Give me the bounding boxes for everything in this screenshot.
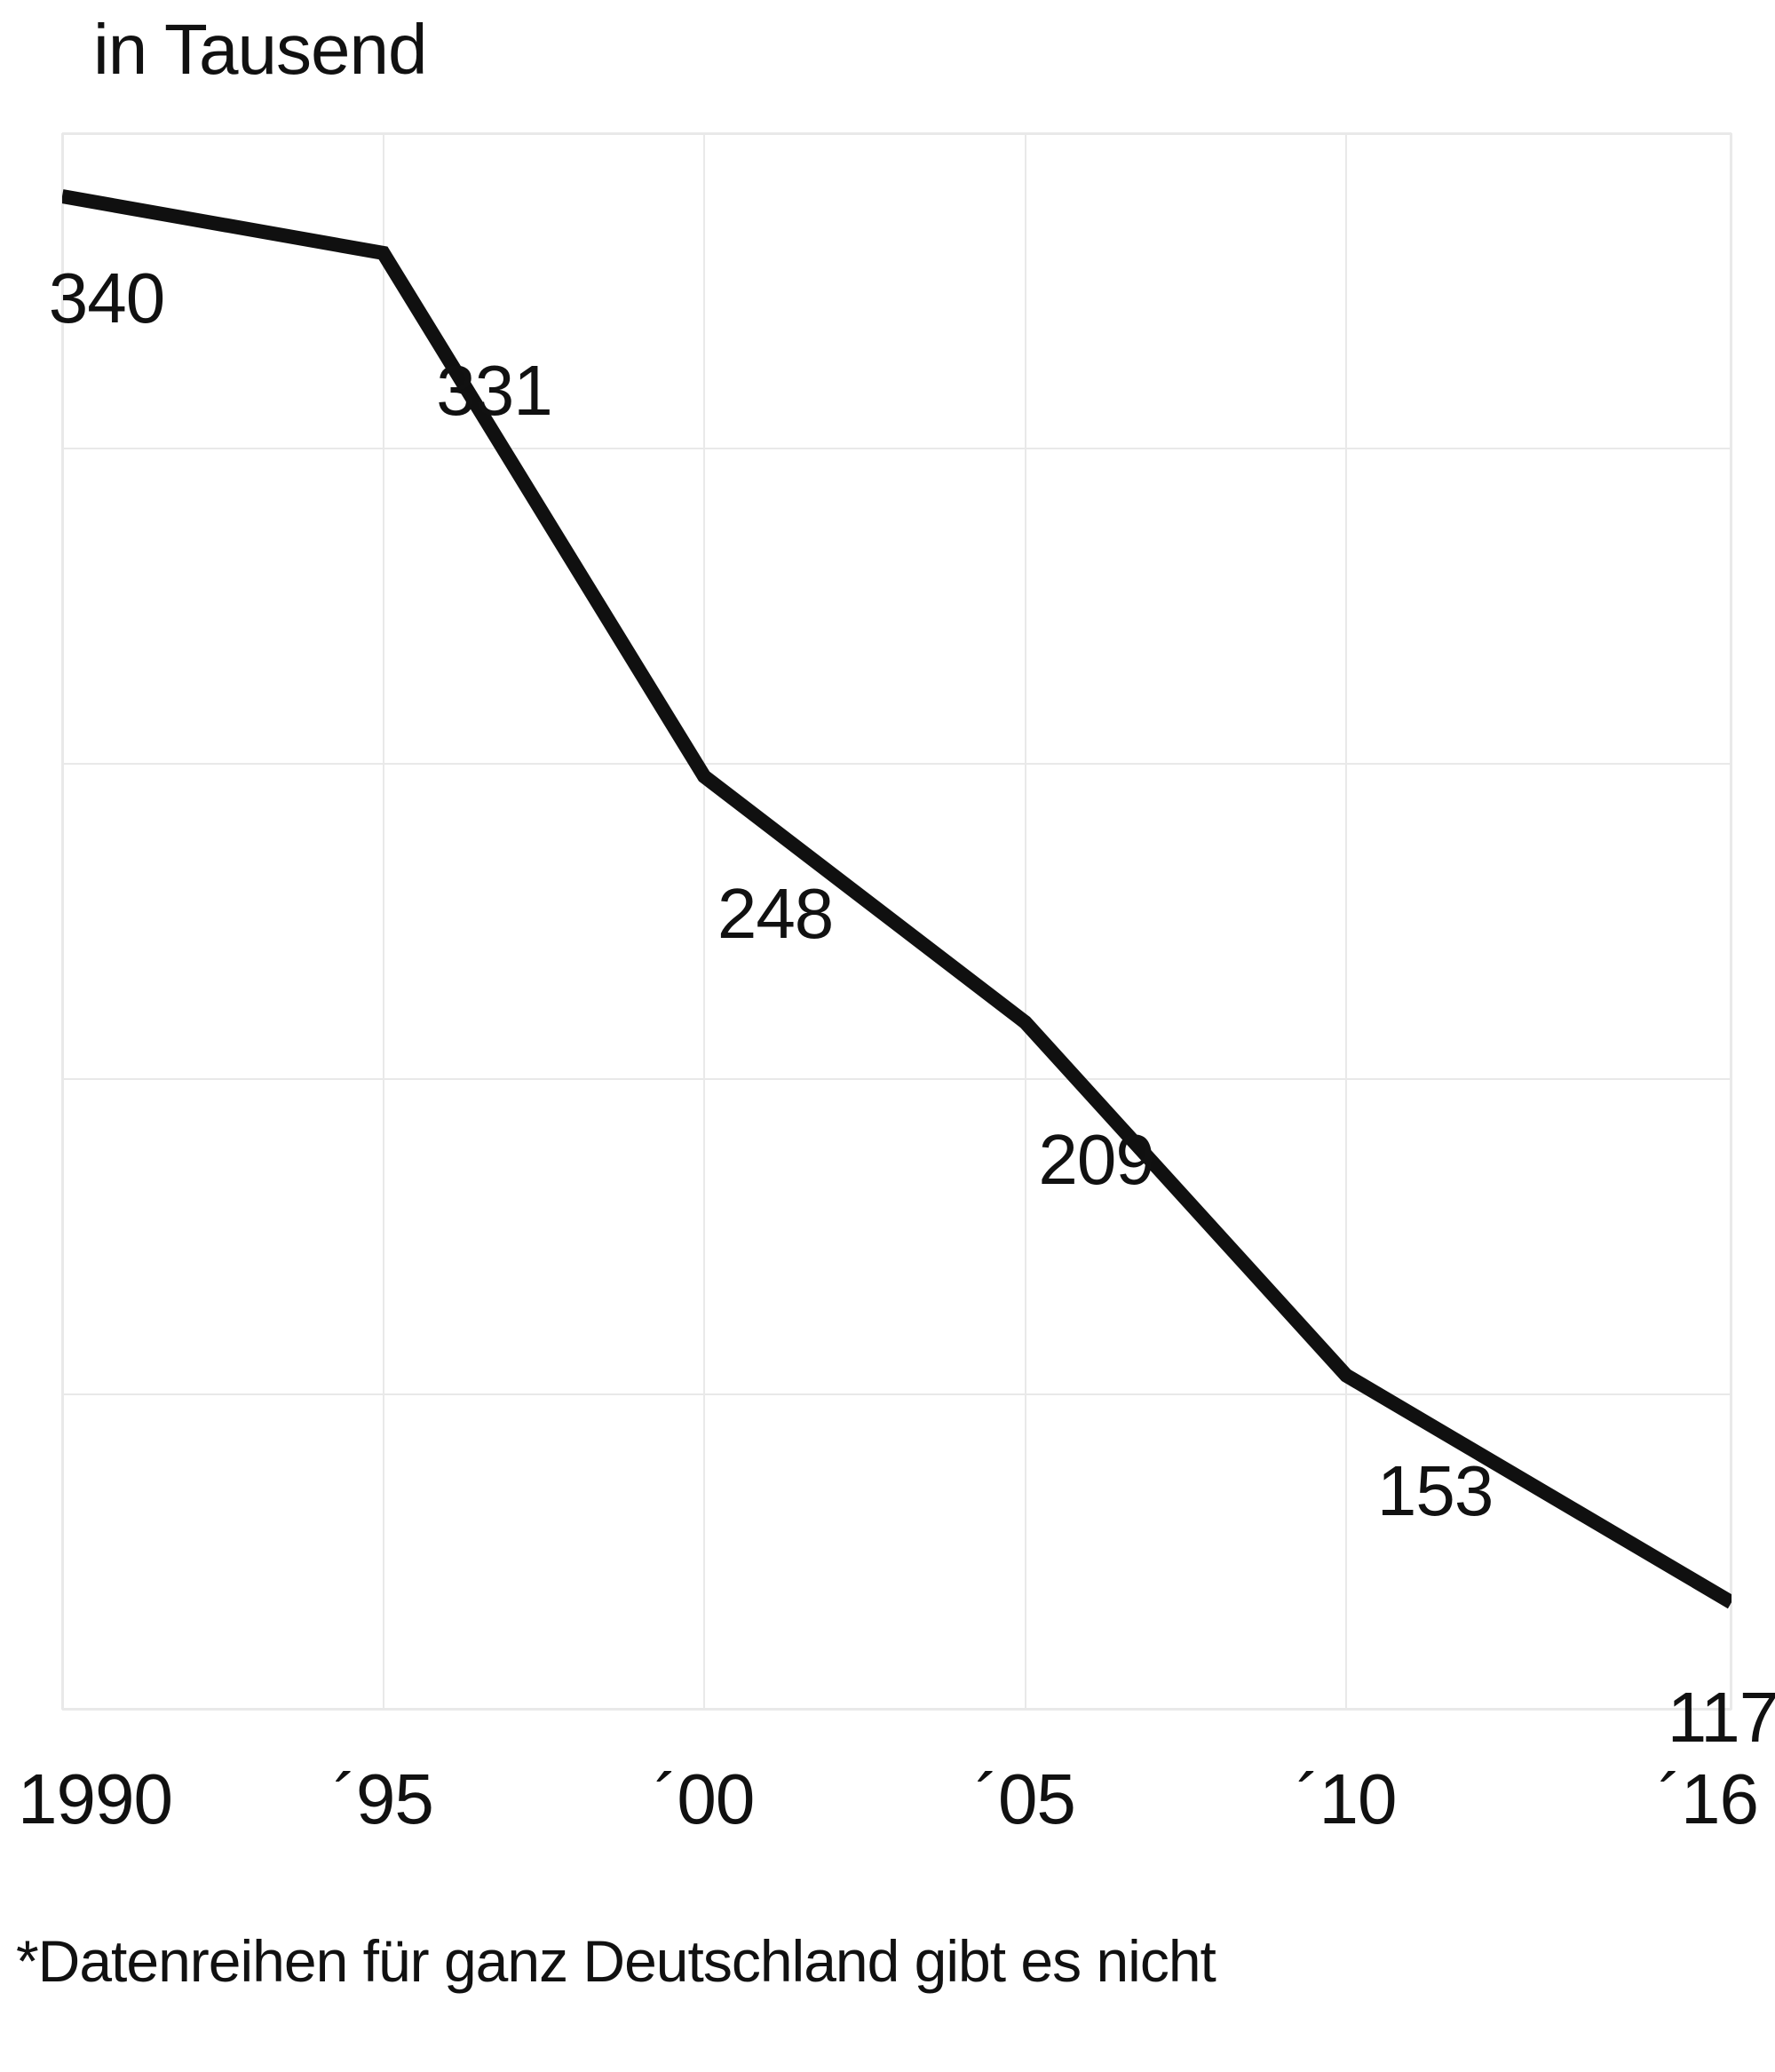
- x-axis-label: ´05: [975, 1758, 1075, 1840]
- x-axis-label: ´16: [1658, 1758, 1758, 1840]
- chart-footnote: *Datenreihen für ganz Deutschland gibt e…: [16, 1927, 1216, 1995]
- chart-title: in Tausend: [93, 9, 427, 91]
- data-line: [62, 196, 1731, 1602]
- data-point-label: 153: [1377, 1450, 1493, 1532]
- x-axis-label: ´10: [1296, 1758, 1397, 1840]
- data-point-label: 331: [436, 350, 551, 432]
- x-axis-label: ´00: [654, 1758, 755, 1840]
- x-axis-label: ´95: [333, 1758, 433, 1840]
- data-point-label: 209: [1038, 1119, 1153, 1201]
- x-axis-label: 1990: [18, 1758, 172, 1840]
- data-point-label: 248: [717, 873, 833, 955]
- chart-container: in Tausend *Datenreihen für ganz Deutsch…: [0, 0, 1775, 2072]
- data-point-label: 117: [1668, 1677, 1775, 1758]
- data-point-label: 340: [49, 258, 164, 339]
